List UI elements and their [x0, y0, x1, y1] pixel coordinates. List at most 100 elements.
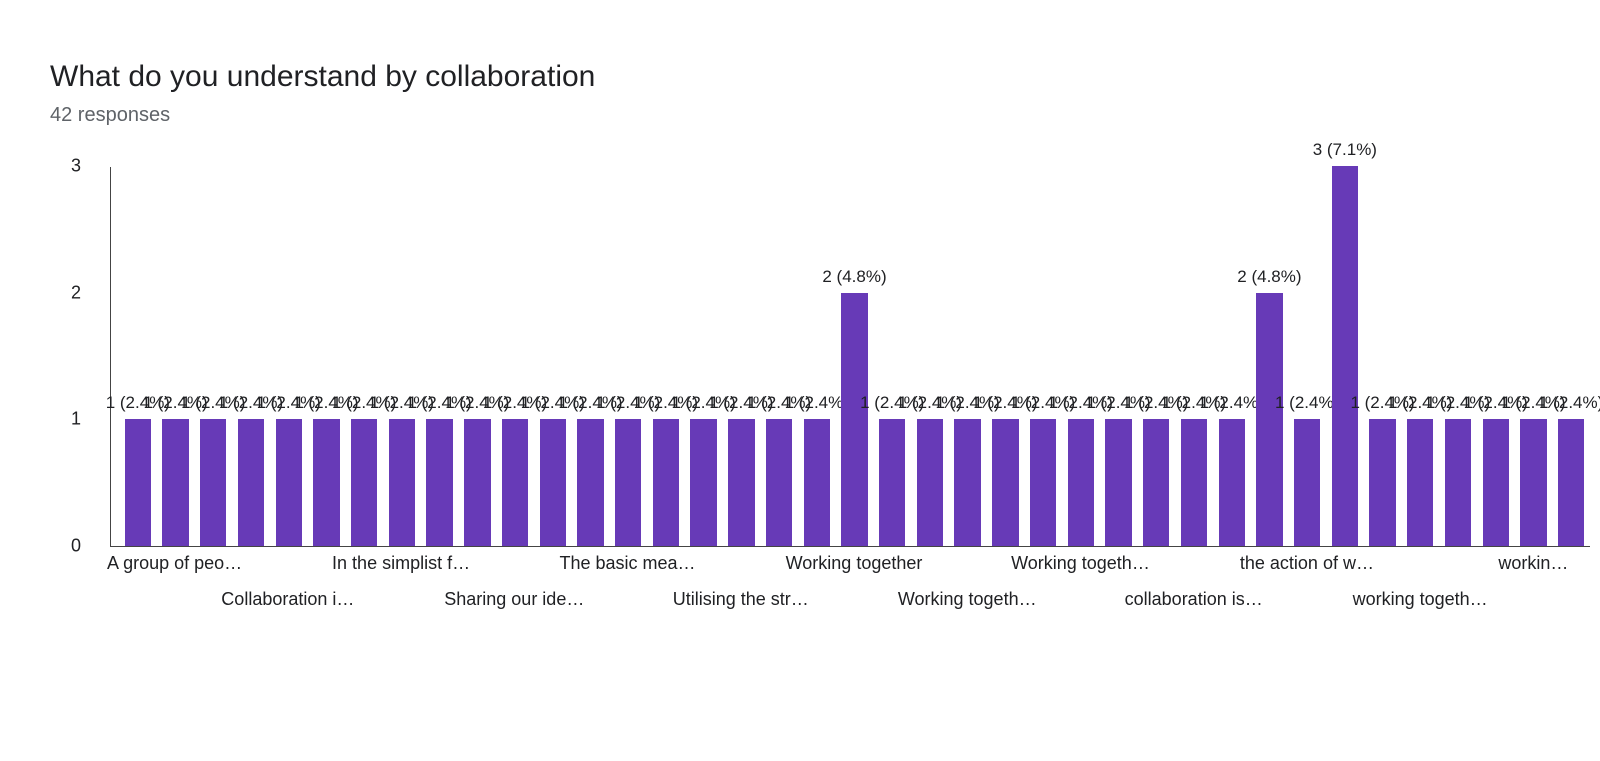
y-tick-label: 0	[71, 536, 81, 557]
x-axis-labels: A group of peo… In the simplist f… The bas…	[110, 553, 1590, 633]
bar-slot: 1 (2.4%)	[949, 167, 987, 546]
bar-slot: 1 (2.4%)	[270, 167, 308, 546]
chart-bar[interactable]: 1 (2.4%)	[1219, 419, 1245, 546]
chart-bar[interactable]: 1 (2.4%)	[1520, 419, 1546, 546]
chart-bar[interactable]: 1 (2.4%)	[1558, 419, 1584, 546]
chart-bar[interactable]: 1 (2.4%)	[615, 419, 641, 546]
bar-value-label: 1 (2.4%)	[1539, 393, 1600, 413]
x-axis-category-label: Sharing our ide…	[444, 589, 584, 610]
chart-bar[interactable]: 1 (2.4%)	[1143, 419, 1169, 546]
bar-slot: 1 (2.4%)	[1439, 167, 1477, 546]
chart-bar[interactable]: 1 (2.4%)	[464, 419, 490, 546]
bar-slot: 1 (2.4%)	[1100, 167, 1138, 546]
x-axis-category-label: Working togeth…	[898, 589, 1037, 610]
x-axis-category-label: collaboration is…	[1125, 589, 1263, 610]
chart-bar[interactable]: 1 (2.4%)	[351, 419, 377, 546]
bar-slot: 1 (2.4%)	[534, 167, 572, 546]
bar-slot: 1 (2.4%)	[760, 167, 798, 546]
bar-slot: 1 (2.4%)	[345, 167, 383, 546]
bar-slot: 1 (2.4%)	[1364, 167, 1402, 546]
x-axis-category-label: Working together	[786, 553, 923, 574]
chart-wrap: 1 (2.4%) 1 (2.4%) 1 (2.4%) 1 (2.4%) 1 (2.4%)…	[110, 167, 1590, 633]
chart-bar[interactable]: 1 (2.4%)	[1407, 419, 1433, 546]
x-axis-category-label: the action of w…	[1240, 553, 1374, 574]
chart-bar[interactable]: 1 (2.4%)	[502, 419, 528, 546]
chart-bar[interactable]: 1 (2.4%)	[1483, 419, 1509, 546]
chart-bar[interactable]: 2 (4.8%)	[1256, 293, 1282, 546]
bar-slot: 1 (2.4%)	[421, 167, 459, 546]
bar-slot: 2 (4.8%)	[836, 167, 874, 546]
chart-bar[interactable]: 1 (2.4%)	[804, 419, 830, 546]
x-axis-category-label: working togeth…	[1353, 589, 1488, 610]
bar-slot: 1 (2.4%)	[873, 167, 911, 546]
bar-slot: 1 (2.4%)	[1062, 167, 1100, 546]
chart-bar[interactable]: 1 (2.4%)	[1030, 419, 1056, 546]
bar-slot: 1 (2.4%)	[798, 167, 836, 546]
chart-bar[interactable]: 2 (4.8%)	[841, 293, 867, 546]
chart-bar[interactable]: 1 (2.4%)	[276, 419, 302, 546]
x-axis-category-label: In the simplist f…	[332, 553, 470, 574]
bar-slot: 1 (2.4%)	[496, 167, 534, 546]
chart-bar[interactable]: 1 (2.4%)	[1369, 419, 1395, 546]
chart-bar[interactable]: 1 (2.4%)	[577, 419, 603, 546]
chart-bar[interactable]: 1 (2.4%)	[162, 419, 188, 546]
chart-bar[interactable]: 1 (2.4%)	[653, 419, 679, 546]
chart-bar[interactable]: 1 (2.4%)	[540, 419, 566, 546]
y-tick-label: 1	[71, 409, 81, 430]
bar-slot: 1 (2.4%)	[232, 167, 270, 546]
chart-bar[interactable]: 1 (2.4%)	[200, 419, 226, 546]
bar-slot: 1 (2.4%)	[157, 167, 195, 546]
bar-value-label: 3 (7.1%)	[1313, 140, 1377, 160]
chart-bar[interactable]: 1 (2.4%)	[1445, 419, 1471, 546]
chart-bar[interactable]: 1 (2.4%)	[690, 419, 716, 546]
chart-title: What do you understand by collaboration	[50, 60, 1550, 94]
bar-slot: 1 (2.4%)	[383, 167, 421, 546]
bar-slot: 1 (2.4%)	[308, 167, 346, 546]
bar-slot: 1 (2.4%)	[987, 167, 1025, 546]
chart-bar[interactable]: 1 (2.4%)	[879, 419, 905, 546]
x-axis-category-label: Utilising the str…	[673, 589, 809, 610]
bar-slot: 1 (2.4%)	[647, 167, 685, 546]
bar-slot: 1 (2.4%)	[685, 167, 723, 546]
x-axis-category-label: workin…	[1498, 553, 1568, 574]
bar-slot: 1 (2.4%)	[458, 167, 496, 546]
chart-bar[interactable]: 1 (2.4%)	[992, 419, 1018, 546]
chart-subtitle: 42 responses	[50, 104, 1550, 127]
chart-bar[interactable]: 1 (2.4%)	[313, 419, 339, 546]
bar-slot: 1 (2.4%)	[723, 167, 761, 546]
bar-slot: 1 (2.4%)	[1552, 167, 1590, 546]
bar-slot: 1 (2.4%)	[1515, 167, 1553, 546]
bar-slot: 2 (4.8%)	[1251, 167, 1289, 546]
chart-bar[interactable]: 1 (2.4%)	[1181, 419, 1207, 546]
chart-bar[interactable]: 1 (2.4%)	[1294, 419, 1320, 546]
bar-slot: 1 (2.4%)	[1175, 167, 1213, 546]
chart-bar[interactable]: 1 (2.4%)	[1068, 419, 1094, 546]
bar-slot: 1 (2.4%)	[1401, 167, 1439, 546]
chart-bar[interactable]: 1 (2.4%)	[426, 419, 452, 546]
chart-bar[interactable]: 1 (2.4%)	[125, 419, 151, 546]
chart-bar[interactable]: 1 (2.4%)	[1105, 419, 1131, 546]
chart-container: What do you understand by collaboration …	[0, 0, 1600, 653]
bar-slot: 3 (7.1%)	[1326, 167, 1364, 546]
chart-bar[interactable]: 1 (2.4%)	[728, 419, 754, 546]
chart-bar[interactable]: 1 (2.4%)	[238, 419, 264, 546]
chart-bar[interactable]: 1 (2.4%)	[917, 419, 943, 546]
chart-bar[interactable]: 1 (2.4%)	[766, 419, 792, 546]
plot-area: 1 (2.4%) 1 (2.4%) 1 (2.4%) 1 (2.4%) 1 (2.4%)…	[110, 167, 1590, 547]
bar-slot: 1 (2.4%)	[1137, 167, 1175, 546]
chart-bar[interactable]: 1 (2.4%)	[954, 419, 980, 546]
x-axis-category-label: A group of peo…	[107, 553, 242, 574]
chart-bar[interactable]: 3 (7.1%)	[1332, 166, 1358, 546]
y-tick-label: 2	[71, 282, 81, 303]
bar-slot: 1 (2.4%)	[119, 167, 157, 546]
bar-slot: 1 (2.4%)	[1213, 167, 1251, 546]
bars-group: 1 (2.4%) 1 (2.4%) 1 (2.4%) 1 (2.4%) 1 (2.4%)…	[111, 167, 1590, 546]
bar-slot: 1 (2.4%)	[609, 167, 647, 546]
bar-slot: 1 (2.4%)	[572, 167, 610, 546]
x-axis-category-label: Collaboration i…	[221, 589, 354, 610]
chart-bar[interactable]: 1 (2.4%)	[389, 419, 415, 546]
bar-slot: 1 (2.4%)	[911, 167, 949, 546]
bar-slot: 1 (2.4%)	[1024, 167, 1062, 546]
x-axis-category-label: The basic mea…	[560, 553, 696, 574]
bar-slot: 1 (2.4%)	[1477, 167, 1515, 546]
